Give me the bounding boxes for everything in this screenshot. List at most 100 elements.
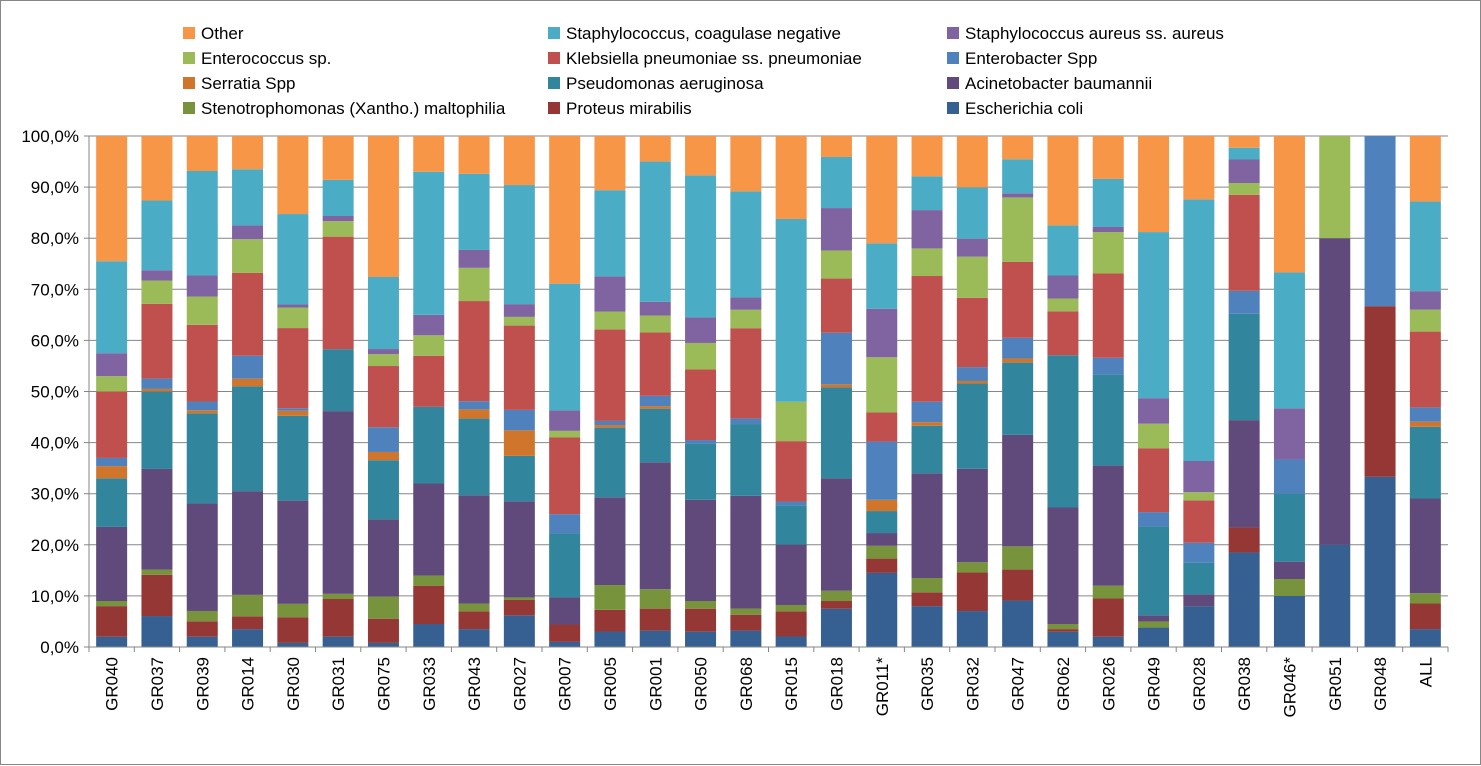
- legend-label-acinetobacter-baumannii: Acinetobacter baumannii: [965, 74, 1152, 93]
- bar-segment-gr011-enterobacter-spp: [866, 441, 898, 500]
- bar-segment-gr068-escherichia-coli: [730, 630, 762, 647]
- bar-segment-gr033-pseudomonas-aeruginosa: [413, 406, 445, 484]
- legend-swatch-serratia-spp: [183, 77, 195, 89]
- bar-segment-gr030-klebsiella-pneumoniae-ss-pneumoniae: [277, 328, 309, 409]
- x-tick-label-gr033: GR033: [420, 657, 439, 711]
- bar-segment-gr035-other: [911, 136, 943, 177]
- y-tick-label: 50,0%: [31, 383, 79, 402]
- legend: Other Staphylococcus, coagulase negative S…: [183, 24, 1224, 118]
- bar-segment-gr007-staphylococcus-coagulase-negative: [549, 283, 581, 411]
- bar-segment-gr035-stenotrophomonas-xantho-maltophilia: [911, 578, 943, 593]
- bar-segment-gr031-enterococcus-sp: [322, 221, 354, 237]
- bar-segment-gr037-enterobacter-spp: [141, 378, 173, 389]
- bar-segment-gr030-enterobacter-spp: [277, 408, 309, 411]
- legend-swatch-acinetobacter-baumannii: [947, 77, 959, 89]
- bar-segment-gr032-acinetobacter-baumannii: [956, 468, 988, 563]
- bar-segment-gr032-enterococcus-sp: [956, 256, 988, 298]
- bar-segment-gr033-acinetobacter-baumannii: [413, 483, 445, 576]
- bar-segment-gr030-serratia-spp: [277, 410, 309, 416]
- bar-segment-gr040-enterococcus-sp: [96, 376, 128, 392]
- bar-segment-gr014-enterobacter-spp: [232, 355, 264, 379]
- bar-segment-gr001-staphylococcus-aureus-ss-aureus: [639, 301, 671, 316]
- bar-segment-gr062-staphylococcus-coagulase-negative: [1047, 225, 1079, 276]
- bar-segment-gr032-pseudomonas-aeruginosa: [956, 383, 988, 469]
- bar-segment-gr035-acinetobacter-baumannii: [911, 473, 943, 579]
- bar-segment-gr049-stenotrophomonas-xantho-maltophilia: [1138, 621, 1170, 628]
- bar-segment-gr001-escherichia-coli: [639, 630, 671, 647]
- bar-segment-gr026-enterococcus-sp: [1092, 232, 1124, 274]
- bar-segment-gr035-enterococcus-sp: [911, 248, 943, 277]
- legend-swatch-staphylococcus-coagulase-negative: [548, 27, 560, 39]
- bar-segment-all-staphylococcus-coagulase-negative: [1409, 201, 1441, 292]
- bar-segment-gr037-escherichia-coli: [141, 616, 173, 647]
- bar-segment-gr027-serratia-spp: [503, 430, 535, 456]
- y-tick-label: 40,0%: [31, 434, 79, 453]
- bar-segment-gr026-enterobacter-spp: [1092, 357, 1124, 375]
- y-tick-label: 80,0%: [31, 229, 79, 248]
- bar-segment-gr005-enterococcus-sp: [594, 311, 626, 330]
- bar-segment-gr075-staphylococcus-coagulase-negative: [367, 277, 399, 350]
- bar-segment-gr031-acinetobacter-baumannii: [322, 411, 354, 594]
- legend-label-other: Other: [201, 24, 244, 43]
- bar-segment-gr030-acinetobacter-baumannii: [277, 500, 309, 604]
- bar-segment-gr001-enterococcus-sp: [639, 315, 671, 333]
- bar-segment-gr018-acinetobacter-baumannii: [820, 478, 852, 591]
- bar-segment-gr014-enterococcus-sp: [232, 239, 264, 273]
- bar-segment-gr028-klebsiella-pneumoniae-ss-pneumoniae: [1183, 500, 1215, 543]
- bar-segment-gr039-enterobacter-spp: [186, 401, 218, 411]
- bar-segment-gr051-acinetobacter-baumannii: [1319, 238, 1351, 545]
- bar-segment-gr005-proteus-mirabilis: [594, 609, 626, 632]
- bar-segment-gr039-klebsiella-pneumoniae-ss-pneumoniae: [186, 324, 218, 402]
- x-tick-label-gr051: GR051: [1326, 657, 1345, 711]
- bar-segment-gr050-enterococcus-sp: [685, 342, 717, 370]
- bar-segment-gr027-enterobacter-spp: [503, 409, 535, 431]
- bar-segment-gr014-other: [232, 136, 264, 170]
- bar-segment-gr015-escherichia-coli: [775, 636, 807, 647]
- bar-segment-gr033-staphylococcus-coagulase-negative: [413, 171, 445, 315]
- bar-segment-gr001-stenotrophomonas-xantho-maltophilia: [639, 589, 671, 609]
- x-tick-label-gr032: GR032: [963, 657, 982, 711]
- bar-segment-gr075-serratia-spp: [367, 451, 399, 461]
- legend-label-enterococcus-sp: Enterococcus sp.: [201, 49, 331, 68]
- bar-segment-all-pseudomonas-aeruginosa: [1409, 426, 1441, 499]
- x-tick-label-gr035: GR035: [918, 657, 937, 711]
- x-tick-label-gr068: GR068: [737, 657, 756, 711]
- bar-segment-gr032-serratia-spp: [956, 380, 988, 384]
- bar-segment-all-staphylococcus-aureus-ss-aureus: [1409, 291, 1441, 310]
- x-tick-label-gr011: GR011*: [873, 657, 892, 717]
- bar-segment-gr026-pseudomonas-aeruginosa: [1092, 374, 1124, 466]
- bar-segment-gr046-staphylococcus-coagulase-negative: [1273, 272, 1305, 409]
- bar-segment-gr043-serratia-spp: [458, 409, 490, 419]
- bar-segment-gr005-staphylococcus-coagulase-negative: [594, 190, 626, 277]
- bar-segment-gr032-proteus-mirabilis: [956, 572, 988, 612]
- bar-segment-gr049-pseudomonas-aeruginosa: [1138, 526, 1170, 616]
- bar-segment-gr028-acinetobacter-baumannii: [1183, 594, 1215, 607]
- bar-segment-gr037-staphylococcus-coagulase-negative: [141, 200, 173, 271]
- bar-segment-gr075-proteus-mirabilis: [367, 618, 399, 643]
- bar-segment-gr027-staphylococcus-coagulase-negative: [503, 185, 535, 305]
- bar-segment-all-klebsiella-pneumoniae-ss-pneumoniae: [1409, 331, 1441, 408]
- bar-segment-gr018-other: [820, 136, 852, 157]
- bar-segment-gr028-other: [1183, 136, 1215, 200]
- bar-segment-gr039-escherichia-coli: [186, 636, 218, 647]
- bar-segment-gr047-stenotrophomonas-xantho-maltophilia: [1002, 546, 1034, 570]
- bar-segment-gr049-acinetobacter-baumannii: [1138, 615, 1170, 622]
- legend-label-serratia-spp: Serratia Spp: [201, 74, 296, 93]
- bar-segment-gr014-staphylococcus-aureus-ss-aureus: [232, 225, 264, 240]
- bar-segment-gr028-pseudomonas-aeruginosa: [1183, 562, 1215, 595]
- bar-segment-gr027-pseudomonas-aeruginosa: [503, 455, 535, 502]
- bar-segment-gr038-proteus-mirabilis: [1228, 527, 1260, 553]
- bar-segment-gr028-enterobacter-spp: [1183, 542, 1215, 563]
- bar-segment-gr047-proteus-mirabilis: [1002, 569, 1034, 601]
- bar-segment-gr050-staphylococcus-coagulase-negative: [685, 175, 717, 318]
- bar-segment-gr037-acinetobacter-baumannii: [141, 468, 173, 570]
- bar-segment-gr049-other: [1138, 136, 1170, 233]
- x-tick-label-gr048: GR048: [1371, 657, 1390, 711]
- bar-segment-all-other: [1409, 136, 1441, 202]
- bar-segment-gr075-pseudomonas-aeruginosa: [367, 460, 399, 520]
- bar-segment-gr050-enterobacter-spp: [685, 440, 717, 444]
- bar-segment-gr047-serratia-spp: [1002, 358, 1034, 363]
- bar-segment-gr068-enterococcus-sp: [730, 309, 762, 329]
- bar-segment-gr043-staphylococcus-coagulase-negative: [458, 173, 490, 250]
